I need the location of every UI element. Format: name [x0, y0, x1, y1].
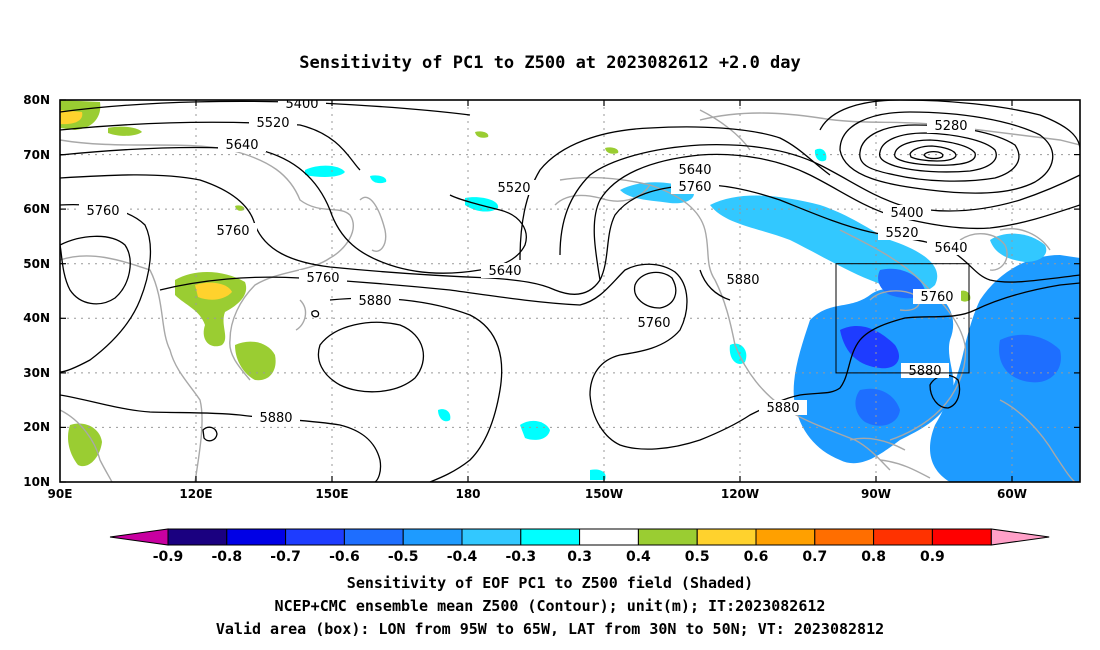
contour-label: 5760: [678, 180, 711, 195]
lon-label: 90E: [48, 487, 73, 501]
contour-labels: 5400 5520 5640 5760 5280 5400 5520 5640 …: [79, 97, 975, 426]
colorbar-segment: [931, 528, 992, 546]
colorbar-segment: [226, 528, 287, 546]
colorbar-label: 0.5: [685, 549, 710, 565]
contour-label: 5880: [726, 273, 759, 288]
map-panel: 5400 5520 5640 5760 5280 5400 5520 5640 …: [23, 93, 1081, 501]
lat-label: 80N: [23, 93, 50, 107]
map-frame: [59, 99, 1081, 483]
positive-sensitivity-shading: [60, 100, 971, 467]
lon-label: 60W: [997, 487, 1027, 501]
lon-label: 150W: [585, 487, 623, 501]
contour-label: 5760: [637, 316, 670, 331]
colorbar-label: -0.6: [329, 549, 360, 565]
caption-line-1: Sensitivity of EOF PC1 to Z500 field (Sh…: [347, 574, 753, 592]
colorbar-segment: [637, 528, 698, 546]
longitude-labels: 90E 120E 150E 180 150W 120W 90W 60W: [48, 487, 1027, 501]
lon-label: 180: [455, 487, 480, 501]
colorbar-high-end: [990, 528, 1050, 546]
colorbar-label: -0.9: [153, 549, 184, 565]
colorbar-low-end: [109, 528, 169, 546]
caption-line-2: NCEP+CMC ensemble mean Z500 (Contour); u…: [275, 597, 826, 615]
figure-title: Sensitivity of PC1 to Z500 at 2023082612…: [299, 53, 801, 73]
contour-label: 5280: [934, 119, 967, 134]
colorbar-segment: [814, 528, 875, 546]
colorbar-segment: [579, 528, 639, 546]
valid-area-box: [835, 263, 970, 374]
lon-label: 120W: [721, 487, 759, 501]
contour-label: 5760: [306, 271, 339, 286]
lat-label: 20N: [23, 420, 50, 434]
lat-label: 50N: [23, 257, 50, 271]
contour-label: 5520: [256, 116, 289, 131]
map-gridlines: [60, 100, 1080, 482]
contour-label: 5760: [86, 204, 119, 219]
contour-label: 5760: [216, 224, 249, 239]
colorbar-segment: [167, 528, 228, 546]
colorbar-label: 0.4: [626, 549, 651, 565]
colorbar-segment: [696, 528, 757, 546]
colorbar: -0.9 -0.8 -0.7 -0.6 -0.5 -0.4 -0.3 0.3 0.4 0.5 0.6…: [109, 528, 1050, 565]
contour-label: 5880: [358, 294, 391, 309]
contour-label: 5880: [259, 411, 292, 426]
lat-label: 30N: [23, 366, 50, 380]
lon-label: 90W: [861, 487, 891, 501]
contour-label: 5880: [766, 401, 799, 416]
colorbar-label: 0.8: [861, 549, 886, 565]
contour-label: 5640: [934, 241, 967, 256]
colorbar-segment: [402, 528, 463, 546]
caption-line-3: Valid area (box): LON from 95W to 65W, L…: [216, 620, 884, 638]
lat-label: 40N: [23, 311, 50, 325]
contour-label: 5640: [225, 138, 258, 153]
colorbar-label: -0.5: [388, 549, 419, 565]
colorbar-segment: [343, 528, 404, 546]
contour-label: 5640: [678, 163, 711, 178]
colorbar-label: -0.8: [211, 549, 242, 565]
colorbar-label: -0.7: [270, 549, 301, 565]
lat-label: 60N: [23, 202, 50, 216]
contour-label: 5400: [890, 206, 923, 221]
lon-label: 150E: [315, 487, 348, 501]
colorbar-label: 0.6: [744, 549, 769, 565]
contour-label: 5760: [920, 290, 953, 305]
colorbar-label: 0.3: [567, 549, 592, 565]
contour-label: 5880: [908, 364, 941, 379]
colorbar-segment: [285, 528, 345, 546]
lon-label: 120E: [179, 487, 212, 501]
colorbar-segment: [755, 528, 816, 546]
map-ticks: [60, 99, 1080, 483]
contour-label: 5520: [497, 181, 530, 196]
colorbar-label: 0.7: [802, 549, 827, 565]
contour-label: 5520: [885, 226, 918, 241]
lat-label: 10N: [23, 475, 50, 489]
lat-label: 70N: [23, 148, 50, 162]
latitude-labels: 80N 70N 60N 50N 40N 30N 20N 10N: [23, 93, 50, 489]
negative-sensitivity-shading: [305, 148, 1080, 482]
contour-label: 5640: [488, 264, 521, 279]
colorbar-segment: [461, 528, 522, 546]
colorbar-label: -0.3: [505, 549, 536, 565]
colorbar-label: -0.4: [447, 549, 478, 565]
colorbar-segment: [873, 528, 933, 546]
contour-label: 5400: [285, 97, 318, 112]
coastlines: [60, 109, 1080, 482]
colorbar-segment: [520, 528, 581, 546]
colorbar-label: 0.9: [920, 549, 945, 565]
